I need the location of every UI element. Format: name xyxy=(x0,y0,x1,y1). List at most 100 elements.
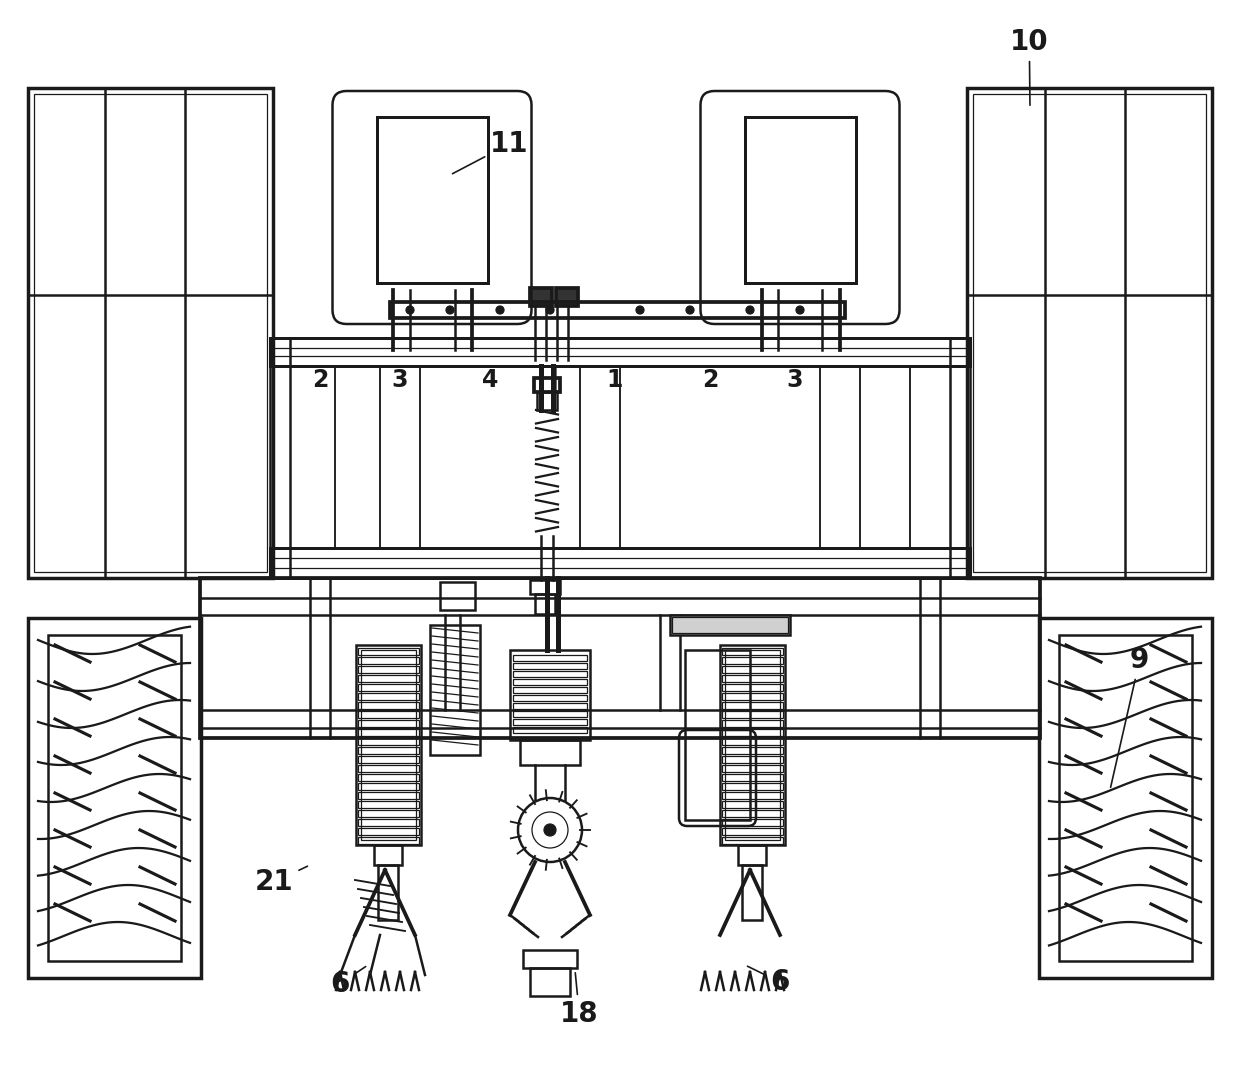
Bar xyxy=(391,302,844,318)
Text: 18: 18 xyxy=(560,973,599,1028)
Text: 2: 2 xyxy=(311,368,329,392)
Bar xyxy=(358,819,419,826)
Bar xyxy=(513,679,587,685)
Bar xyxy=(722,729,782,735)
Text: 6: 6 xyxy=(748,967,790,996)
Bar xyxy=(358,765,419,772)
Bar xyxy=(722,810,782,816)
Bar xyxy=(967,87,1211,578)
Bar xyxy=(358,693,419,700)
Bar xyxy=(722,774,782,781)
Bar xyxy=(361,650,415,840)
Bar xyxy=(722,837,782,843)
Bar xyxy=(722,765,782,772)
Bar xyxy=(358,702,419,708)
Bar xyxy=(722,648,782,654)
Text: 3: 3 xyxy=(786,368,804,392)
Bar xyxy=(722,792,782,799)
Bar xyxy=(358,810,419,816)
Bar xyxy=(529,580,560,594)
Bar xyxy=(1039,618,1211,978)
Bar xyxy=(430,625,480,755)
Bar xyxy=(358,738,419,745)
Bar xyxy=(722,828,782,835)
Text: 4: 4 xyxy=(482,368,498,392)
Bar xyxy=(374,845,402,865)
Bar xyxy=(722,657,782,664)
Bar xyxy=(358,792,419,799)
Circle shape xyxy=(636,306,644,314)
Text: 9: 9 xyxy=(1111,646,1149,787)
Bar xyxy=(722,756,782,762)
Bar xyxy=(722,684,782,691)
Bar xyxy=(513,687,587,693)
Bar xyxy=(513,703,587,708)
Bar xyxy=(722,819,782,826)
Bar xyxy=(358,684,419,691)
Bar xyxy=(523,950,577,968)
Bar xyxy=(358,828,419,835)
Bar xyxy=(1059,635,1192,961)
Bar xyxy=(513,711,587,717)
Bar xyxy=(358,783,419,789)
Text: 21: 21 xyxy=(255,866,308,896)
Bar xyxy=(358,756,419,762)
Circle shape xyxy=(686,306,694,314)
Text: 11: 11 xyxy=(453,130,528,174)
Bar xyxy=(534,594,556,615)
Bar xyxy=(950,338,970,578)
Bar xyxy=(48,635,181,961)
Bar xyxy=(513,727,587,733)
Bar xyxy=(744,117,856,283)
Bar xyxy=(722,738,782,745)
Bar xyxy=(742,865,763,920)
Bar xyxy=(722,720,782,727)
Bar xyxy=(510,650,590,740)
Bar xyxy=(684,650,750,820)
Bar xyxy=(722,675,782,681)
Bar xyxy=(358,666,419,673)
Bar xyxy=(720,645,785,845)
Bar xyxy=(722,783,782,789)
Bar xyxy=(358,657,419,664)
Bar xyxy=(672,617,787,633)
Bar xyxy=(722,747,782,754)
Bar xyxy=(358,648,419,654)
Bar xyxy=(738,845,766,865)
Bar xyxy=(722,801,782,808)
Bar xyxy=(358,837,419,843)
Text: 2: 2 xyxy=(702,368,718,392)
Bar xyxy=(973,94,1207,572)
Bar xyxy=(513,654,587,661)
Bar xyxy=(377,117,487,283)
Bar xyxy=(270,338,290,578)
Bar xyxy=(513,719,587,725)
Bar xyxy=(358,711,419,718)
Bar xyxy=(358,720,419,727)
Circle shape xyxy=(446,306,454,314)
Bar xyxy=(29,87,273,578)
Bar xyxy=(270,548,970,578)
Circle shape xyxy=(496,306,503,314)
Bar xyxy=(556,288,578,306)
Text: 6: 6 xyxy=(330,967,366,998)
Bar xyxy=(670,615,790,635)
Bar xyxy=(722,666,782,673)
Bar xyxy=(534,378,560,392)
Bar xyxy=(529,968,570,996)
Bar xyxy=(722,711,782,718)
Circle shape xyxy=(405,306,414,314)
Circle shape xyxy=(546,306,554,314)
Bar xyxy=(529,288,552,306)
Bar xyxy=(270,338,970,366)
Circle shape xyxy=(746,306,754,314)
Bar xyxy=(725,650,780,840)
Bar xyxy=(358,675,419,681)
Bar xyxy=(440,582,475,610)
Bar xyxy=(378,865,398,920)
Text: 10: 10 xyxy=(1011,28,1049,105)
Circle shape xyxy=(544,824,556,836)
Bar xyxy=(513,696,587,701)
Bar xyxy=(537,392,557,410)
Bar xyxy=(513,663,587,669)
